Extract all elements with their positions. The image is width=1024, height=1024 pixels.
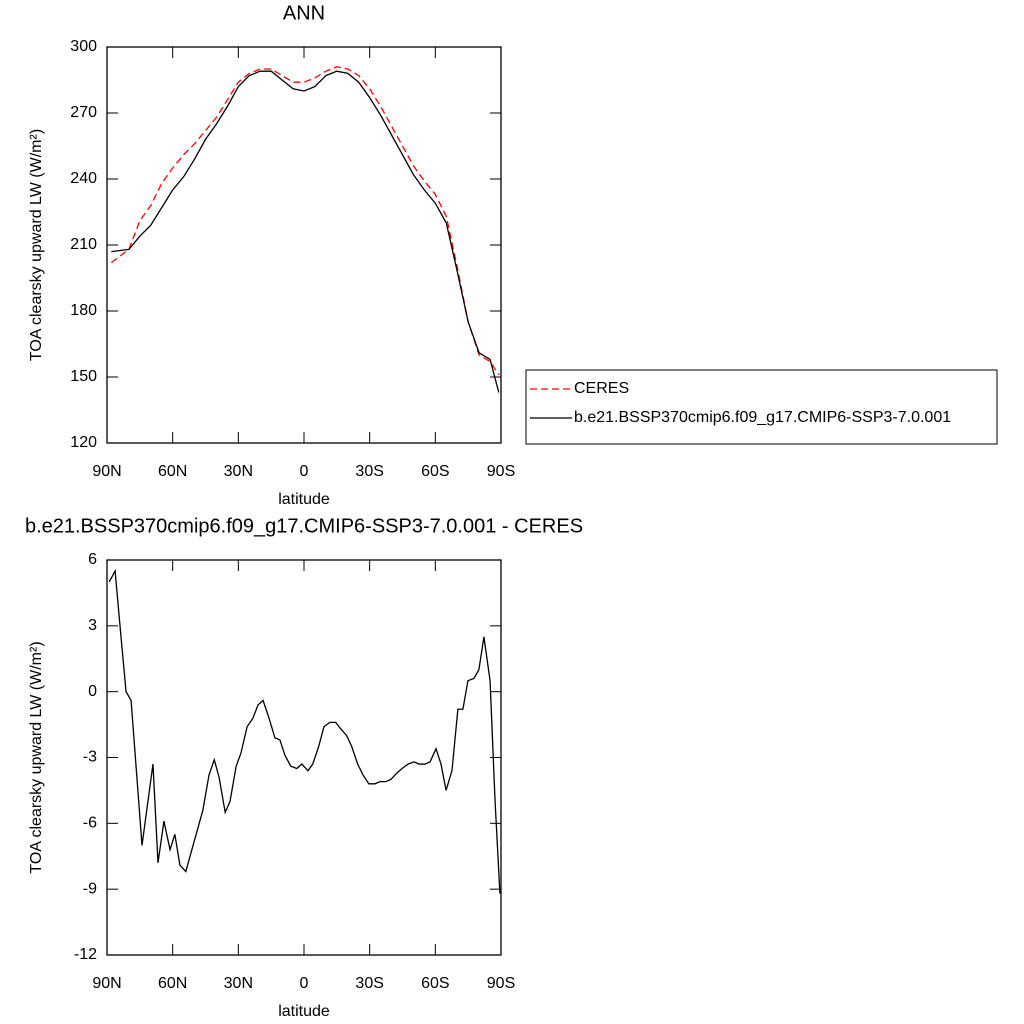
x-tick-label: 90N bbox=[92, 975, 121, 992]
x-tick-label: 30S bbox=[355, 975, 383, 992]
y-tick-label: 120 bbox=[70, 434, 97, 451]
legend-label: CERES bbox=[574, 380, 629, 397]
y-tick-label: 270 bbox=[70, 104, 97, 121]
y-tick-label: 0 bbox=[88, 683, 97, 700]
x-tick-label: 60S bbox=[421, 463, 449, 480]
x-tick-label: 60N bbox=[158, 463, 187, 480]
chart-title: b.e21.BSSP370cmip6.f09_g17.CMIP6-SSP3-7.… bbox=[25, 515, 583, 537]
y-tick-label: 210 bbox=[70, 236, 97, 253]
legend-label: b.e21.BSSP370cmip6.f09_g17.CMIP6-SSP3-7.… bbox=[574, 409, 951, 426]
plot-frame bbox=[106, 46, 502, 444]
x-tick-label: 0 bbox=[300, 975, 309, 992]
y-tick-label: 300 bbox=[70, 38, 97, 55]
x-axis-label: latitude bbox=[278, 1003, 330, 1020]
data-line bbox=[111, 70, 500, 393]
chart-title: ANN bbox=[283, 2, 325, 24]
data-line bbox=[110, 66, 500, 376]
x-tick-label: 30S bbox=[355, 463, 383, 480]
x-tick-label: 0 bbox=[300, 463, 309, 480]
x-tick-label: 30N bbox=[224, 975, 253, 992]
x-tick-label: 90N bbox=[92, 463, 121, 480]
data-line bbox=[108, 568, 501, 894]
y-tick-label: 240 bbox=[70, 170, 97, 187]
x-tick-label: 60S bbox=[421, 975, 449, 992]
x-tick-label: 60N bbox=[158, 975, 187, 992]
y-axis-label: TOA clearsky upward LW (W/m²) bbox=[28, 641, 45, 873]
y-axis-label: TOA clearsky upward LW (W/m²) bbox=[28, 129, 45, 361]
y-tick-label: -6 bbox=[83, 815, 97, 832]
plot-frame bbox=[106, 559, 502, 956]
y-tick-label: 3 bbox=[88, 617, 97, 634]
y-tick-label: 150 bbox=[70, 368, 97, 385]
x-tick-label: 30N bbox=[224, 463, 253, 480]
y-tick-label: -9 bbox=[83, 880, 97, 897]
y-tick-label: -3 bbox=[83, 749, 97, 766]
x-tick-label: 90S bbox=[487, 975, 515, 992]
y-tick-label: 6 bbox=[88, 551, 97, 568]
x-tick-label: 90S bbox=[487, 463, 515, 480]
legend-box bbox=[525, 369, 998, 445]
y-tick-label: 180 bbox=[70, 302, 97, 319]
y-tick-label: -12 bbox=[74, 946, 97, 963]
x-axis-label: latitude bbox=[278, 491, 330, 508]
